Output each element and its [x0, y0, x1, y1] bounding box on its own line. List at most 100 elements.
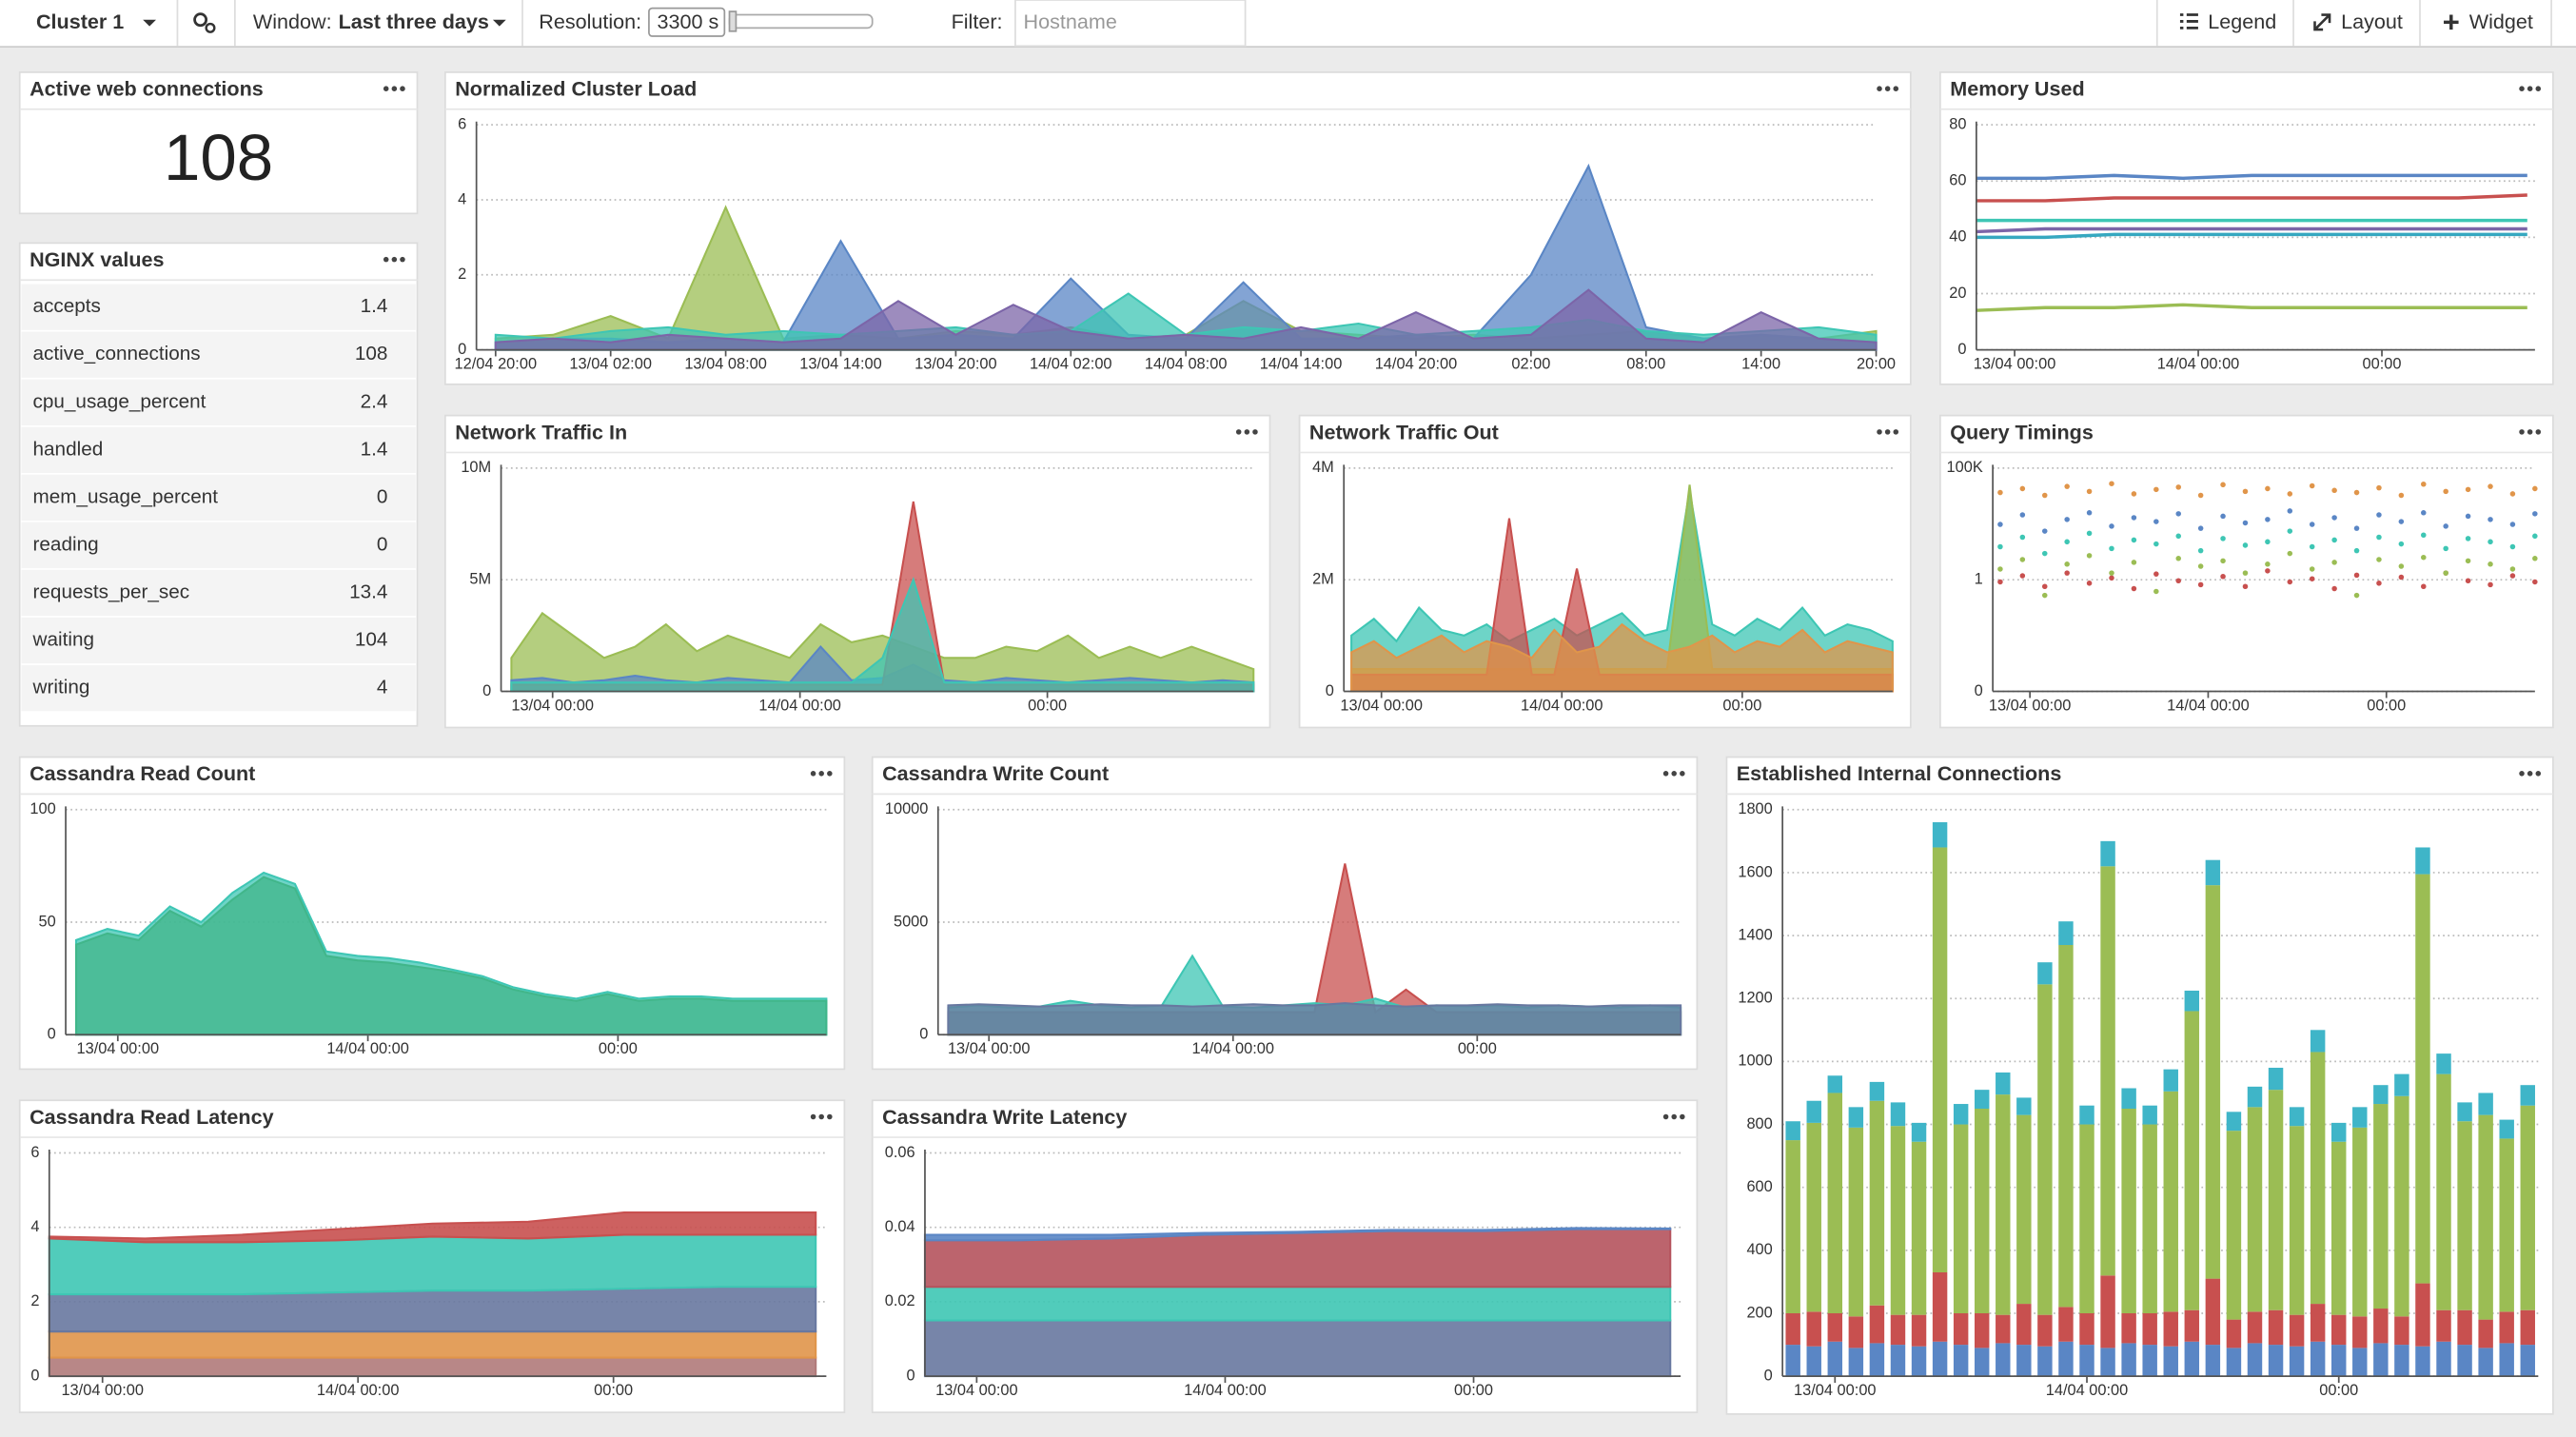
- button-label[interactable]: Widget: [2469, 10, 2533, 33]
- menu-dot[interactable]: [818, 771, 824, 777]
- point: [1997, 543, 2003, 550]
- button-label[interactable]: Layout: [2341, 10, 2403, 33]
- row-label: waiting: [32, 628, 94, 650]
- menu-dot[interactable]: [1662, 771, 1669, 777]
- table-row: [21, 664, 416, 712]
- widget-menu[interactable]: [810, 771, 833, 777]
- menu-dot[interactable]: [2535, 86, 2542, 91]
- y-tick-label: 0: [919, 1026, 928, 1043]
- menu-dot[interactable]: [1680, 771, 1685, 777]
- cluster-name[interactable]: Cluster 1: [36, 10, 124, 33]
- bar-segment: [2415, 1283, 2430, 1347]
- point: [2197, 563, 2204, 569]
- x-tick-label: 13/04 00:00: [77, 1040, 160, 1057]
- resolution-value[interactable]: 3300 s: [658, 10, 719, 33]
- cluster-select[interactable]: Cluster 1: [36, 10, 157, 33]
- menu-dot[interactable]: [810, 1113, 816, 1120]
- menu-dot[interactable]: [2519, 429, 2525, 435]
- menu-dot[interactable]: [1252, 429, 1258, 435]
- menu-dot[interactable]: [818, 1113, 824, 1120]
- menu-dot[interactable]: [1884, 429, 1891, 435]
- line: [1976, 226, 2527, 234]
- widget-menu[interactable]: [2519, 771, 2542, 777]
- menu-dot[interactable]: [1680, 1113, 1685, 1120]
- x-tick-label: 08:00: [1626, 355, 1665, 372]
- resolution-slider[interactable]: [728, 13, 874, 30]
- resolution-input[interactable]: [648, 7, 726, 37]
- layout-button[interactable]: Layout: [2313, 10, 2403, 33]
- y-tick-label: 0: [30, 1367, 39, 1384]
- point: [2220, 558, 2226, 564]
- table-row: [21, 474, 416, 522]
- menu-dot[interactable]: [1671, 771, 1677, 777]
- menu-dot[interactable]: [1671, 1113, 1677, 1120]
- window-label: Window:: [253, 10, 332, 33]
- menu-dot[interactable]: [2519, 86, 2525, 91]
- widget-menu[interactable]: [1662, 1113, 1685, 1120]
- menu-dot[interactable]: [1893, 429, 1899, 435]
- widget-menu[interactable]: [1877, 86, 1899, 91]
- widget-button[interactable]: Widget: [2444, 10, 2533, 33]
- point: [2265, 561, 2271, 567]
- menu-dot[interactable]: [2527, 771, 2533, 777]
- filter-input[interactable]: [1014, 0, 1247, 48]
- widget-menu[interactable]: [2519, 429, 2542, 435]
- widget-menu[interactable]: [810, 1113, 833, 1120]
- menu-dot[interactable]: [2535, 771, 2542, 777]
- widget-menu[interactable]: [1662, 771, 1685, 777]
- gear-icon[interactable]: [205, 22, 216, 33]
- point: [2421, 510, 2427, 516]
- widget-menu[interactable]: [1877, 429, 1899, 435]
- point: [2064, 517, 2070, 522]
- menu-dot[interactable]: [2535, 429, 2542, 435]
- menu-dot[interactable]: [2527, 429, 2533, 435]
- bar-segment: [2394, 1073, 2409, 1096]
- menu-dot[interactable]: [2519, 771, 2525, 777]
- bar-segment: [2163, 1091, 2178, 1312]
- widget-menu[interactable]: [383, 86, 405, 91]
- widget-menu[interactable]: [2519, 86, 2542, 91]
- bar-segment: [1996, 1314, 2011, 1344]
- button-label[interactable]: Legend: [2208, 10, 2276, 33]
- gear-icon[interactable]: [193, 12, 208, 28]
- menu-dot[interactable]: [1884, 86, 1891, 91]
- point: [2376, 534, 2382, 541]
- menu-dot[interactable]: [827, 771, 833, 777]
- point: [2019, 512, 2026, 518]
- x-tick-label: 14/04 08:00: [1145, 355, 1228, 372]
- settings-button[interactable]: [193, 12, 216, 33]
- menu-dot[interactable]: [400, 86, 405, 91]
- widget-menu[interactable]: [1235, 429, 1258, 435]
- menu-dot[interactable]: [1877, 429, 1882, 435]
- menu-dot[interactable]: [391, 86, 398, 91]
- menu-dot[interactable]: [810, 771, 816, 777]
- menu-dot[interactable]: [1235, 429, 1242, 435]
- slider-handle[interactable]: [728, 10, 737, 32]
- widget-menu[interactable]: [383, 256, 405, 263]
- bar-segment: [2373, 1085, 2389, 1105]
- area: [947, 1002, 1682, 1036]
- window-value[interactable]: Last three days: [339, 10, 489, 33]
- x-tick-label: 14/04 00:00: [2167, 697, 2250, 714]
- bar-segment: [1869, 1343, 1885, 1377]
- bar-segment: [2331, 1141, 2347, 1315]
- menu-dot[interactable]: [1877, 86, 1882, 91]
- menu-dot[interactable]: [2527, 86, 2533, 91]
- menu-dot[interactable]: [400, 256, 405, 263]
- window-select[interactable]: Window: Last three days: [253, 10, 506, 33]
- bar-segment: [2184, 1341, 2200, 1377]
- bar-segment: [2520, 1105, 2535, 1310]
- menu-dot[interactable]: [1662, 1113, 1669, 1120]
- legend-button[interactable]: Legend: [2179, 10, 2276, 33]
- menu-dot[interactable]: [1244, 429, 1250, 435]
- menu-dot[interactable]: [383, 86, 389, 91]
- menu-dot[interactable]: [1893, 86, 1899, 91]
- menu-dot[interactable]: [383, 256, 389, 263]
- bar-segment: [2205, 1345, 2221, 1377]
- row-value: 108: [355, 343, 388, 364]
- row-label: active_connections: [33, 343, 201, 364]
- menu-dot[interactable]: [827, 1113, 833, 1120]
- filter-placeholder[interactable]: Hostname: [1024, 10, 1117, 33]
- menu-dot[interactable]: [391, 256, 398, 263]
